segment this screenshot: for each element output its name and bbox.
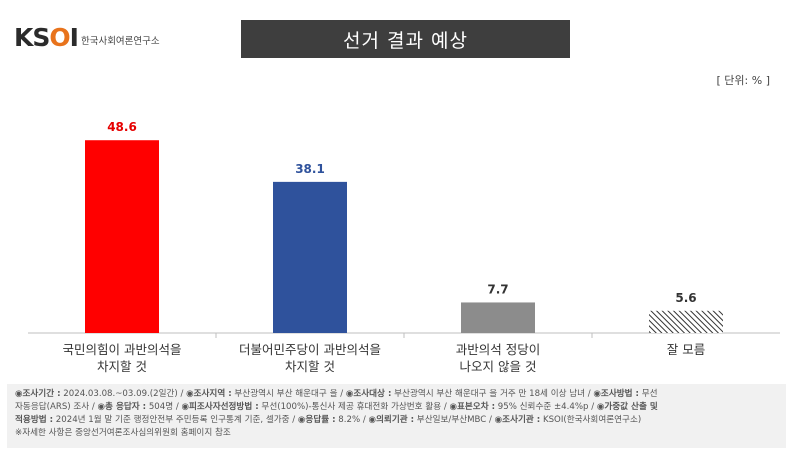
survey-info-footer: ◉조사기간 : 2024.03.08.~03.09.(2일간) / ◉조사지역 … <box>7 384 786 448</box>
footer-key: ◉총 응답자 : <box>97 402 147 412</box>
bar <box>461 302 535 333</box>
footer-value: KSOI(한국사회여론연구소) <box>540 415 642 425</box>
unit-label: [ 단위: % ] <box>716 74 770 87</box>
category-label: 차지할 것 <box>97 359 147 374</box>
footer-note: ※자세한 사항은 중앙선거여론조사심의위원회 홈페이지 참조 <box>15 428 231 438</box>
footer-key: ◉의뢰기관 : <box>368 415 415 425</box>
logo: KSOI 한국사회여론연구소 <box>14 22 160 52</box>
footer-key: ◉조사지역 : <box>186 389 232 399</box>
category-label: 더불어민주당이 과반의석을 <box>239 342 381 357</box>
logo-mark: KSOI <box>14 22 79 52</box>
chart-title: 선거 결과 예상 <box>241 20 570 58</box>
footer-key: ◉조사기간 : <box>15 389 61 399</box>
footer-line-2: 자동응답(ARS) 조사 / ◉총 응답자 : 504명 / ◉피조사자선정방법… <box>15 401 778 414</box>
category-label: 국민의힘이 과반의석을 <box>63 342 182 357</box>
data-label: 38.1 <box>295 162 325 176</box>
data-label: 7.7 <box>487 282 508 296</box>
footer-key: 적용방법 : <box>15 415 54 425</box>
category-label: 차지할 것 <box>285 359 335 374</box>
footer-key: ◉조사방법 : <box>593 389 639 399</box>
footer-value: 부산광역시 부산 해운대구 을 거주 만 18세 이상 남녀 / <box>391 389 594 399</box>
logo-org-name: 한국사회여론연구소 <box>80 36 160 47</box>
footer-value: 2024.03.08.~03.09.(2일간) / <box>60 389 187 399</box>
footer-line-3: 적용방법 : 2024년 1월 말 기준 행정안전부 주민등록 인구통계 기준,… <box>15 414 778 427</box>
footer-line-1: ◉조사기간 : 2024.03.08.~03.09.(2일간) / ◉조사지역 … <box>15 388 778 401</box>
footer-value: 자동응답(ARS) 조사 / <box>15 402 98 412</box>
bar <box>273 181 347 333</box>
category-label: 나오지 않을 것 <box>460 359 537 374</box>
bar <box>85 140 159 333</box>
category-label: 과반의석 정당이 <box>456 342 540 357</box>
footer-value: 2024년 1월 말 기준 행정안전부 주민등록 인구통계 기준, 셀가중 / <box>53 415 298 425</box>
footer-value: 무선(100%)-통신사 제공 휴대전화 가상번호 활용 / <box>258 402 450 412</box>
footer-key: ◉표본오차 : <box>449 402 496 412</box>
footer-value: 부산광역시 부산 해운대구 을 / <box>231 389 346 399</box>
data-label: 5.6 <box>675 291 696 305</box>
footer-key: ◉조사기관 : <box>494 415 541 425</box>
footer-key: ◉응답률 : <box>297 415 336 425</box>
footer-value: 95% 신뢰수준 ±4.4%p / <box>495 402 597 412</box>
footer-value: 무선 <box>638 389 658 399</box>
footer-key: ◉조사대상 : <box>345 389 392 399</box>
footer-value: 8.2% / <box>335 415 369 425</box>
footer-value: 504명 / <box>146 402 182 412</box>
bar <box>649 310 723 333</box>
footer-key: ◉피조사자선정방법 : <box>181 402 259 412</box>
footer-value: 부산일보/부산MBC / <box>414 415 495 425</box>
category-label: 잘 모름 <box>667 342 705 357</box>
footer-key: ◉가중값 산출 및 <box>596 402 658 412</box>
data-label: 48.6 <box>107 120 137 134</box>
